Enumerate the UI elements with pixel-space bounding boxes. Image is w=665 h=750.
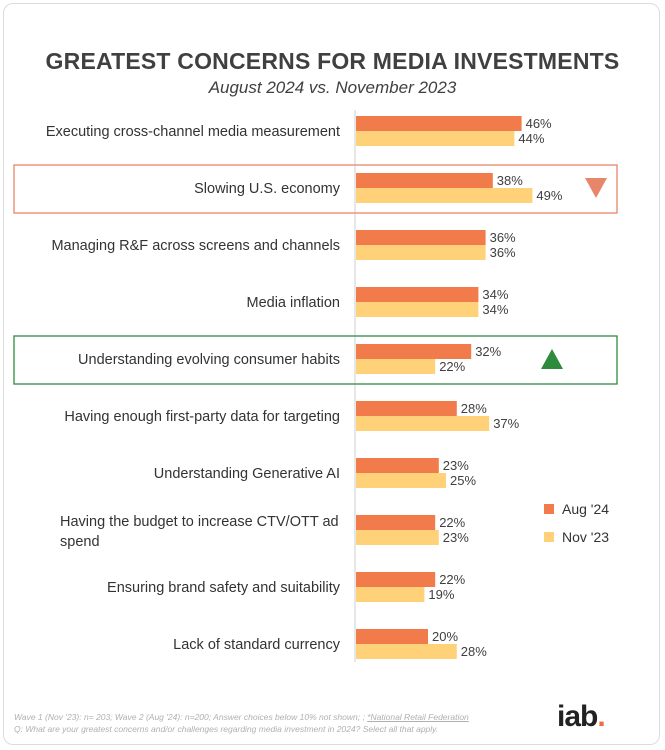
category-label: Slowing U.S. economy: [194, 181, 341, 197]
bar-aug-24: [356, 572, 436, 587]
bar-aug-24: [356, 116, 522, 131]
bar-nov-23: [356, 473, 446, 488]
card-frame: [3, 3, 660, 745]
category-label: Ensuring brand safety and suitability: [107, 580, 341, 596]
category-label: Having the budget to increase CTV/OTT ad…: [60, 514, 339, 550]
trend-up-arrow-icon: [541, 349, 563, 369]
category-label: Lack of standard currency: [173, 637, 341, 653]
bar-aug-24: [356, 458, 439, 473]
data-label: 23%: [443, 458, 469, 473]
highlight-box-up: [13, 335, 618, 385]
bar-nov-23: [356, 530, 439, 545]
category-label: Understanding evolving consumer habits: [78, 352, 340, 368]
bar-nov-23: [356, 359, 436, 374]
data-label: 28%: [461, 644, 487, 659]
highlight-box-down: [13, 164, 618, 214]
data-label: 20%: [432, 629, 458, 644]
data-label: 19%: [428, 587, 454, 602]
bar-nov-23: [356, 644, 457, 659]
logo-dot: .: [597, 700, 605, 733]
footnote: Wave 1 (Nov '23): n= 203; Wave 2 (Aug '2…: [14, 711, 534, 735]
chart-title: GREATEST CONCERNS FOR MEDIA INVESTMENTS: [45, 48, 620, 74]
bar-nov-23: [356, 131, 515, 146]
data-label: 22%: [439, 572, 465, 587]
chart-subtitle: August 2024 vs. November 2023: [208, 78, 457, 97]
data-label: 34%: [482, 302, 508, 317]
category-label: Understanding Generative AI: [154, 466, 340, 482]
category-label: Managing R&F across screens and channels: [51, 238, 340, 254]
bar-nov-23: [356, 302, 479, 317]
footnote-sample: Wave 1 (Nov '23): n= 203; Wave 2 (Aug '2…: [14, 712, 368, 722]
bar-aug-24: [356, 173, 493, 188]
bar-nov-23: [356, 188, 533, 203]
legend-label: Nov '23: [562, 529, 609, 545]
trend-down-arrow-icon: [585, 178, 607, 198]
bar-nov-23: [356, 587, 425, 602]
category-label: Executing cross-channel media measuremen…: [46, 124, 340, 140]
data-label: 22%: [439, 515, 465, 530]
bar-nov-23: [356, 416, 490, 431]
data-label: 38%: [497, 173, 523, 188]
legend-swatch: [544, 504, 554, 514]
bar-aug-24: [356, 401, 457, 416]
footnote-source: *National Retail Federation: [367, 712, 469, 722]
data-label: 44%: [518, 131, 544, 146]
category-label-line: spend: [60, 534, 100, 550]
data-label: 23%: [443, 530, 469, 545]
category-label-line: Having the budget to increase CTV/OTT ad: [60, 514, 339, 530]
bar-nov-23: [356, 245, 486, 260]
data-label: 49%: [536, 188, 562, 203]
data-label: 34%: [482, 287, 508, 302]
footnote-question: Q: What are your greatest concerns and/o…: [14, 724, 439, 734]
data-label: 46%: [526, 116, 552, 131]
bar-aug-24: [356, 515, 436, 530]
data-label: 36%: [490, 230, 516, 245]
data-label: 22%: [439, 359, 465, 374]
legend-label: Aug '24: [562, 501, 609, 517]
category-label: Media inflation: [247, 295, 341, 311]
data-label: 36%: [490, 245, 516, 260]
bar-aug-24: [356, 629, 428, 644]
data-label: 37%: [493, 416, 519, 431]
logo-text: iab: [557, 700, 598, 733]
bar-aug-24: [356, 287, 479, 302]
iab-logo: iab.: [557, 700, 606, 734]
bar-aug-24: [356, 344, 472, 359]
category-label: Having enough first-party data for targe…: [64, 409, 340, 425]
bar-aug-24: [356, 230, 486, 245]
data-label: 25%: [450, 473, 476, 488]
legend-swatch: [544, 532, 554, 542]
data-label: 28%: [461, 401, 487, 416]
data-label: 32%: [475, 344, 501, 359]
bar-chart: Executing cross-channel media measuremen…: [13, 110, 618, 662]
